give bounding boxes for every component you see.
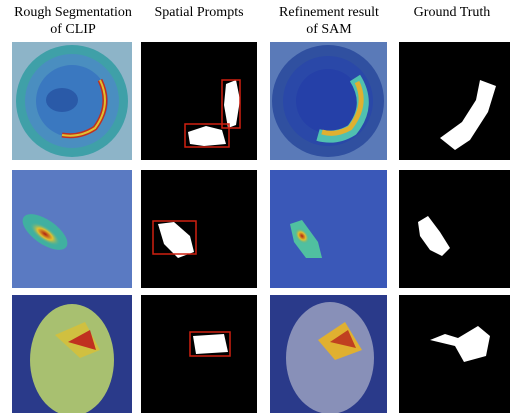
sam-panel	[270, 295, 387, 413]
image-grid	[0, 0, 510, 413]
clip-panel	[12, 170, 132, 288]
prompt-panel	[141, 295, 257, 413]
truth-panel	[399, 295, 510, 413]
clip-panel	[12, 42, 132, 160]
truth-panel	[399, 42, 510, 160]
truth-panel	[399, 170, 510, 288]
sam-panel	[270, 42, 387, 160]
prompt-panel	[141, 42, 257, 160]
prompt-panel	[141, 170, 257, 288]
figure: Rough Segmentation of CLIP Spatial Promp…	[0, 0, 510, 413]
clip-panel	[12, 295, 132, 413]
sam-panel	[270, 170, 387, 288]
